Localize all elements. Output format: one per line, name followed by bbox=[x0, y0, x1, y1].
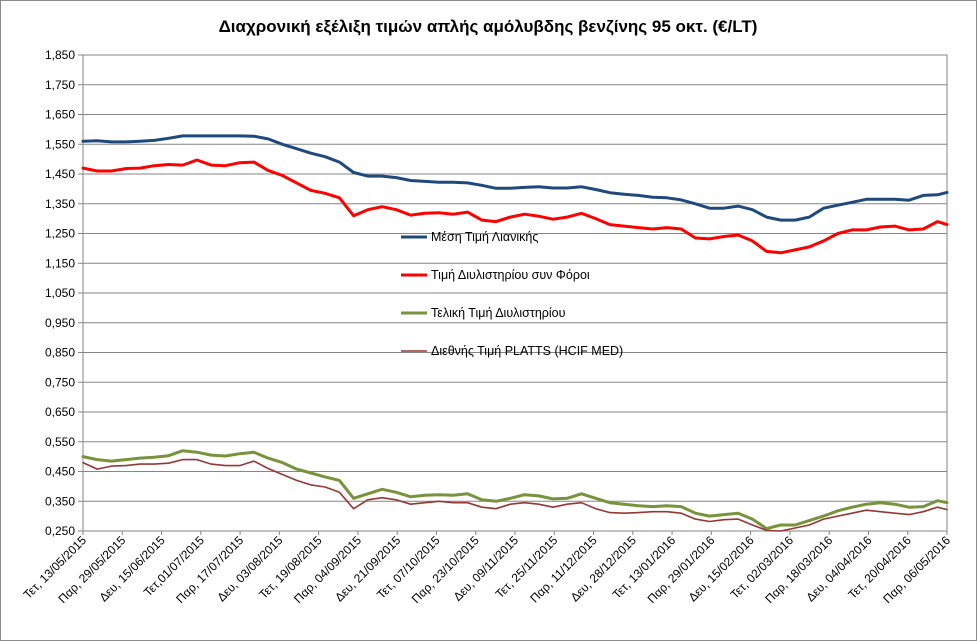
gridlines bbox=[78, 54, 947, 532]
y-tick-label: 0,350 bbox=[45, 494, 75, 508]
y-tick-label: 1,050 bbox=[45, 286, 75, 300]
series-line-2 bbox=[81, 158, 949, 255]
legend-label: Μέση Τιμή Λιανικής bbox=[431, 230, 538, 244]
series-lines bbox=[81, 134, 949, 532]
x-tick-label: Παρ, 29/01/2016 bbox=[645, 533, 718, 606]
series-line-4 bbox=[82, 458, 948, 532]
x-tick-label: Παρ, 11/12/2015 bbox=[527, 533, 600, 606]
y-tick-label: 0,550 bbox=[45, 435, 75, 449]
y-tick-label: 0,250 bbox=[45, 524, 75, 538]
x-tick-label: Παρ, 18/03/2016 bbox=[762, 533, 835, 606]
y-axis-ticks: 1,850 1,750 1,650 1,550 1,450 1,350 1,250 1,150… bbox=[45, 48, 75, 538]
y-tick-label: 1,150 bbox=[45, 256, 75, 270]
x-tick-label: Παρ, 23/10/2015 bbox=[409, 533, 482, 606]
y-tick-label: 1,350 bbox=[45, 197, 75, 211]
x-tick-label: Παρ, 06/05/2016 bbox=[880, 533, 953, 606]
x-tick-label: Παρ, 04/09/2015 bbox=[291, 533, 364, 606]
legend: Μέση Τιμή Λιανικής Τιμή Διυλιστηρίου συν … bbox=[401, 230, 623, 358]
legend-label: Τιμή Διυλιστηρίου συν Φόροι bbox=[431, 268, 590, 282]
y-tick-label: 0,450 bbox=[45, 465, 75, 479]
x-tick-label: Παρ, 17/07/2015 bbox=[173, 533, 246, 606]
y-tick-label: 1,250 bbox=[45, 227, 75, 241]
legend-label: Τελική Τιμή Διυλιστηρίου bbox=[431, 306, 566, 320]
y-tick-label: 1,650 bbox=[45, 108, 75, 122]
y-tick-label: 1,850 bbox=[45, 48, 75, 62]
x-tick-label: Παρ, 29/05/2015 bbox=[55, 533, 128, 606]
series-line-3 bbox=[81, 449, 949, 531]
y-tick-label: 1,750 bbox=[45, 78, 75, 92]
legend-label: Διεθνής Τιμή PLATTS (HCIF MED) bbox=[431, 344, 623, 358]
y-tick-label: 0,750 bbox=[45, 375, 75, 389]
y-tick-label: 1,450 bbox=[45, 167, 75, 181]
y-tick-label: 1,550 bbox=[45, 137, 75, 151]
series-line-1 bbox=[81, 134, 949, 222]
y-tick-label: 0,950 bbox=[45, 316, 75, 330]
chart-title: Διαχρονική εξέλιξη τιμών απλής αμόλυβδης… bbox=[219, 17, 758, 36]
y-tick-label: 0,650 bbox=[45, 405, 75, 419]
y-tick-label: 0,850 bbox=[45, 346, 75, 360]
